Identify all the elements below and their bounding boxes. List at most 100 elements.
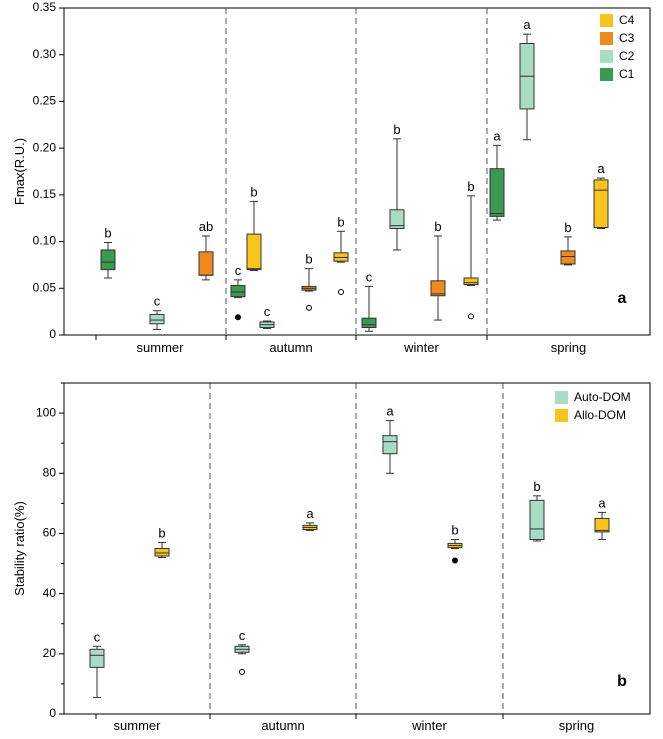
x-category-label-summer: summer <box>114 718 162 733</box>
box-body <box>154 548 170 557</box>
panel-label-a: a <box>618 290 627 307</box>
significance-label: b <box>104 226 111 241</box>
x-category-label-winter: winter <box>403 340 439 355</box>
box-Auto-DOM-spring <box>529 495 545 542</box>
box-C1-spring <box>489 144 505 221</box>
box-body <box>529 499 545 540</box>
legend-label-Auto-DOM: Auto-DOM <box>574 390 631 404</box>
significance-label: b <box>434 219 441 234</box>
significance-label: b <box>250 184 257 199</box>
significance-label: a <box>598 495 606 510</box>
box-body <box>594 517 610 533</box>
outlier-point <box>235 314 241 321</box>
outlier-point <box>306 304 312 311</box>
box-C4-winter <box>463 195 479 320</box>
significance-label: b <box>451 522 458 537</box>
box-C3-spring <box>560 236 576 266</box>
legend-label-C3: C3 <box>619 31 635 45</box>
y-tick-label: 80 <box>43 465 57 479</box>
box-C4-summer <box>246 200 262 272</box>
box-Auto-DOM-autumn <box>234 644 250 675</box>
y-tick-label: 0.15 <box>33 187 57 201</box>
y-tick-label: 0 <box>49 327 56 341</box>
box-C3-winter <box>430 235 446 321</box>
significance-label: ab <box>199 219 213 234</box>
outlier-point <box>338 289 344 296</box>
significance-label: c <box>366 269 373 284</box>
significance-label: c <box>154 294 161 309</box>
x-category-label-spring: spring <box>551 340 586 355</box>
significance-label: a <box>523 17 531 32</box>
plot-frame <box>63 382 651 715</box>
box-C2-autumn <box>259 320 275 329</box>
legend-label-C2: C2 <box>619 49 635 63</box>
significance-label: a <box>597 161 605 176</box>
significance-label: b <box>564 220 571 235</box>
box-body <box>230 284 246 298</box>
legend-label-C1: C1 <box>619 67 635 81</box>
legend-label-Allo-DOM: Allo-DOM <box>574 408 626 422</box>
box-C4-spring <box>593 177 609 229</box>
box-body <box>389 209 405 229</box>
box-Allo-DOM-winter <box>447 538 463 564</box>
x-category-label-autumn: autumn <box>269 340 312 355</box>
y-tick-label: 0.25 <box>33 94 57 108</box>
box-C2-summer <box>149 310 165 330</box>
box-body <box>246 233 262 271</box>
y-tick-label: 0.10 <box>33 234 57 248</box>
y-tick-label: 0.30 <box>33 47 57 61</box>
box-body <box>593 179 609 229</box>
legend-swatch-C1 <box>600 68 613 81</box>
legend-swatch-Auto-DOM <box>555 391 568 404</box>
significance-label: a <box>306 506 314 521</box>
y-tick-label: 0.35 <box>33 0 57 14</box>
outlier-point <box>239 668 245 675</box>
panel-label-b: b <box>617 673 627 690</box>
box-Allo-DOM-summer <box>154 541 170 559</box>
box-body <box>149 313 165 325</box>
box-body <box>489 168 505 217</box>
significance-label: a <box>493 128 501 143</box>
box-body <box>89 648 105 668</box>
box-C1-autumn <box>230 279 246 321</box>
significance-label: b <box>533 479 540 494</box>
y-tick-label: 40 <box>43 586 57 600</box>
box-C2-spring <box>519 33 535 141</box>
significance-label: c <box>94 629 101 644</box>
significance-label: b <box>467 179 474 194</box>
box-C1-winter <box>361 285 377 332</box>
box-Auto-DOM-summer <box>89 645 105 698</box>
legend-label-C4: C4 <box>619 13 635 27</box>
box-Allo-DOM-autumn <box>302 522 318 531</box>
x-category-label-summer: summer <box>137 340 185 355</box>
outlier-point <box>468 313 474 320</box>
x-category-label-spring: spring <box>559 718 594 733</box>
box-Allo-DOM-spring <box>594 511 610 540</box>
y-tick-label: 0 <box>49 706 56 720</box>
significance-label: c <box>239 628 246 643</box>
box-body <box>463 277 479 286</box>
outlier-point <box>452 557 458 564</box>
significance-label: b <box>393 122 400 137</box>
box-body <box>430 280 446 297</box>
y-tick-label: 100 <box>36 405 56 419</box>
y-tick-label: 60 <box>43 526 57 540</box>
significance-label: c <box>235 263 242 278</box>
box-body <box>361 317 377 329</box>
box-body <box>382 435 398 455</box>
box-C4-autumn <box>333 230 349 296</box>
plot-frame <box>63 7 651 336</box>
x-category-label-autumn: autumn <box>261 718 304 733</box>
significance-label: b <box>337 214 344 229</box>
box-C1-summer <box>100 242 116 279</box>
legend-swatch-C2 <box>600 50 613 63</box>
box-body <box>560 250 576 265</box>
significance-label: b <box>305 252 312 267</box>
box-C3-summer <box>198 235 214 281</box>
significance-label: c <box>264 304 271 319</box>
y-axis-label: Stability ratio(%) <box>12 501 27 596</box>
legend-swatch-C3 <box>600 32 613 45</box>
legend-swatch-Allo-DOM <box>555 409 568 422</box>
x-category-label-winter: winter <box>411 718 447 733</box>
